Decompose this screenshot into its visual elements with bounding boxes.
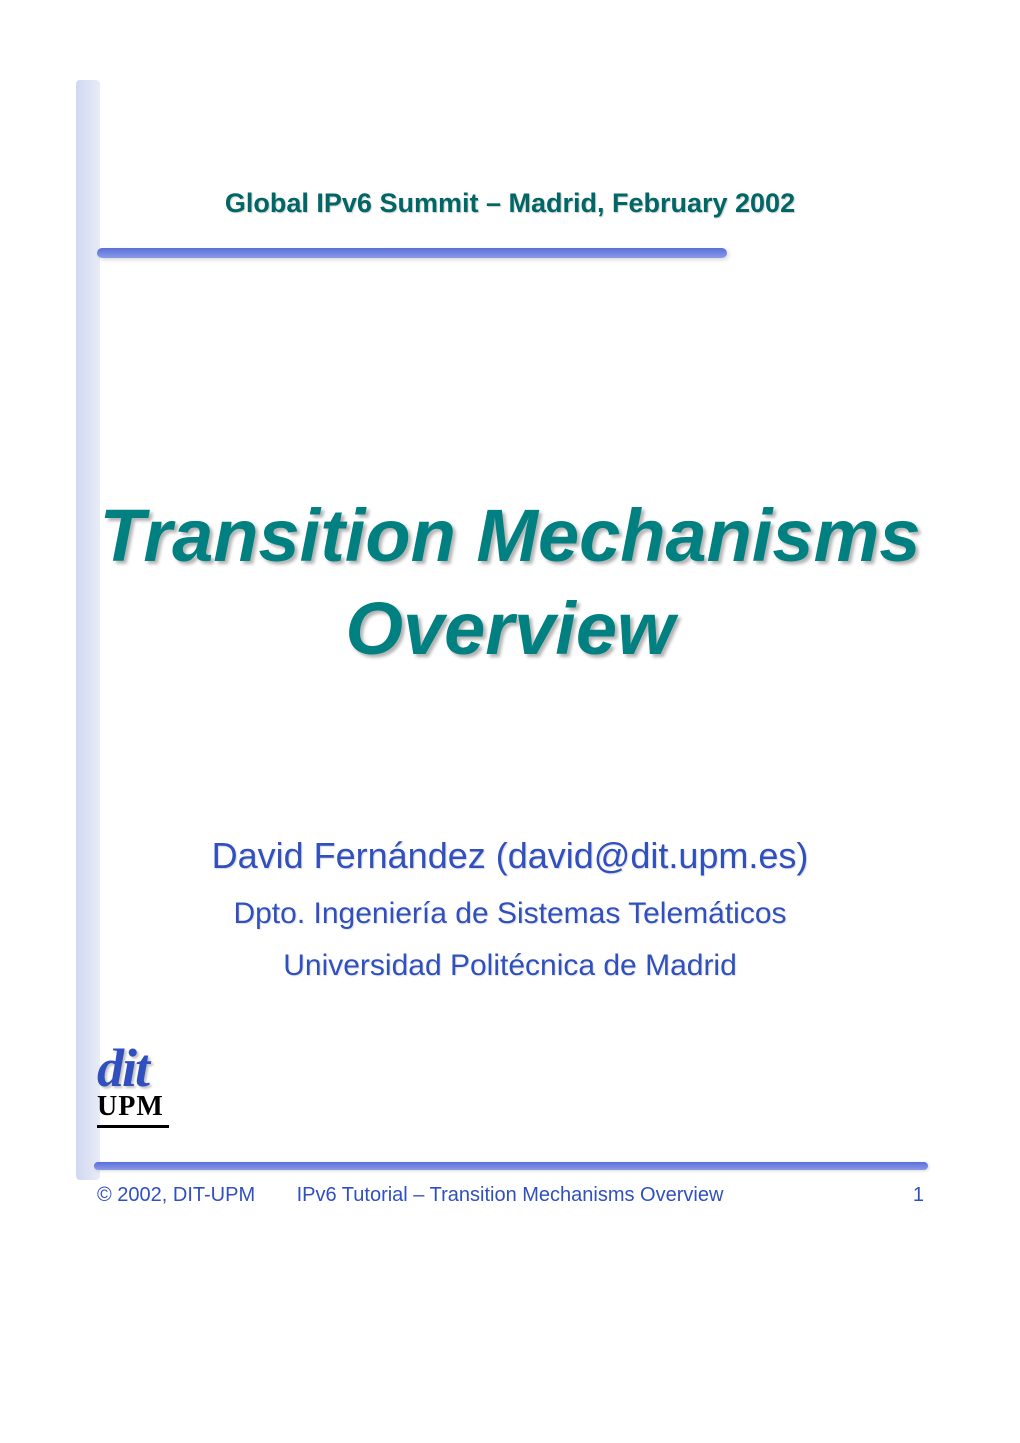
presentation-title: Transition Mechanisms Overview — [0, 490, 1020, 675]
title-line-2: Overview — [345, 587, 674, 670]
logo-underline — [97, 1125, 169, 1128]
dit-logo-text: dit — [97, 1044, 169, 1093]
event-header: Global IPv6 Summit – Madrid, February 20… — [0, 188, 1020, 219]
footer-divider — [94, 1162, 928, 1170]
footer-page-number: 1 — [913, 1184, 924, 1207]
institution-logo: dit UPM — [97, 1044, 169, 1128]
header-divider — [97, 248, 727, 258]
author-department: Dpto. Ingeniería de Sistemas Telemáticos — [0, 897, 1020, 931]
upm-logo-text: UPM — [97, 1091, 169, 1123]
author-name-email: David Fernández (david@dit.upm.es) — [0, 835, 1020, 877]
author-university: Universidad Politécnica de Madrid — [0, 949, 1020, 983]
title-line-1: Transition Mechanisms — [99, 494, 920, 577]
footer-subtitle: IPv6 Tutorial – Transition Mechanisms Ov… — [0, 1184, 1020, 1207]
